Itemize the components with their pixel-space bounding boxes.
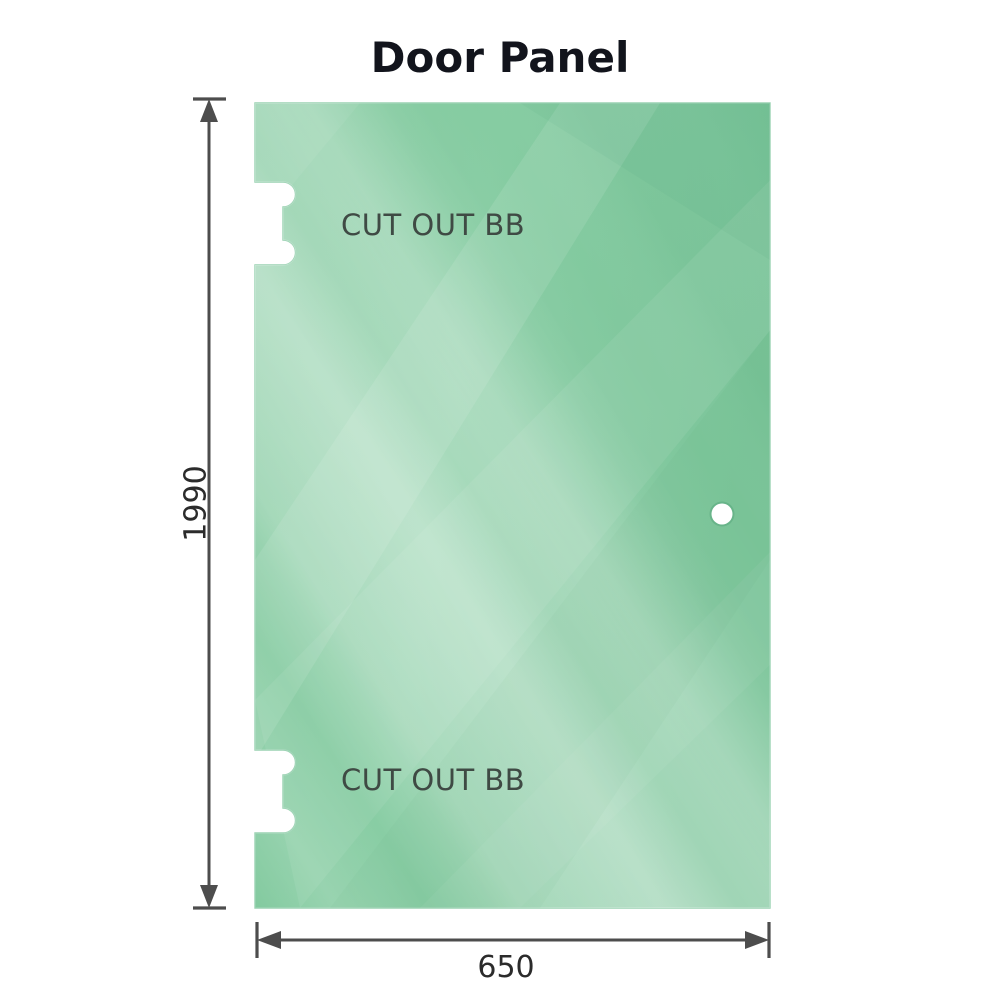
dimension-height [193, 97, 226, 910]
dimension-width [255, 922, 771, 958]
cut-out-bb-top-label: CUT OUT BB [341, 208, 526, 242]
dimension-width-label: 650 [477, 950, 535, 985]
handle-hole [709, 501, 735, 527]
cut-out-bb-bottom-label: CUT OUT BB [341, 763, 526, 797]
glass-panel-body [254, 102, 771, 909]
glass-texture [255, 103, 770, 908]
page-title: Door Panel [370, 33, 630, 82]
dimension-height-label: 1990 [178, 465, 214, 542]
